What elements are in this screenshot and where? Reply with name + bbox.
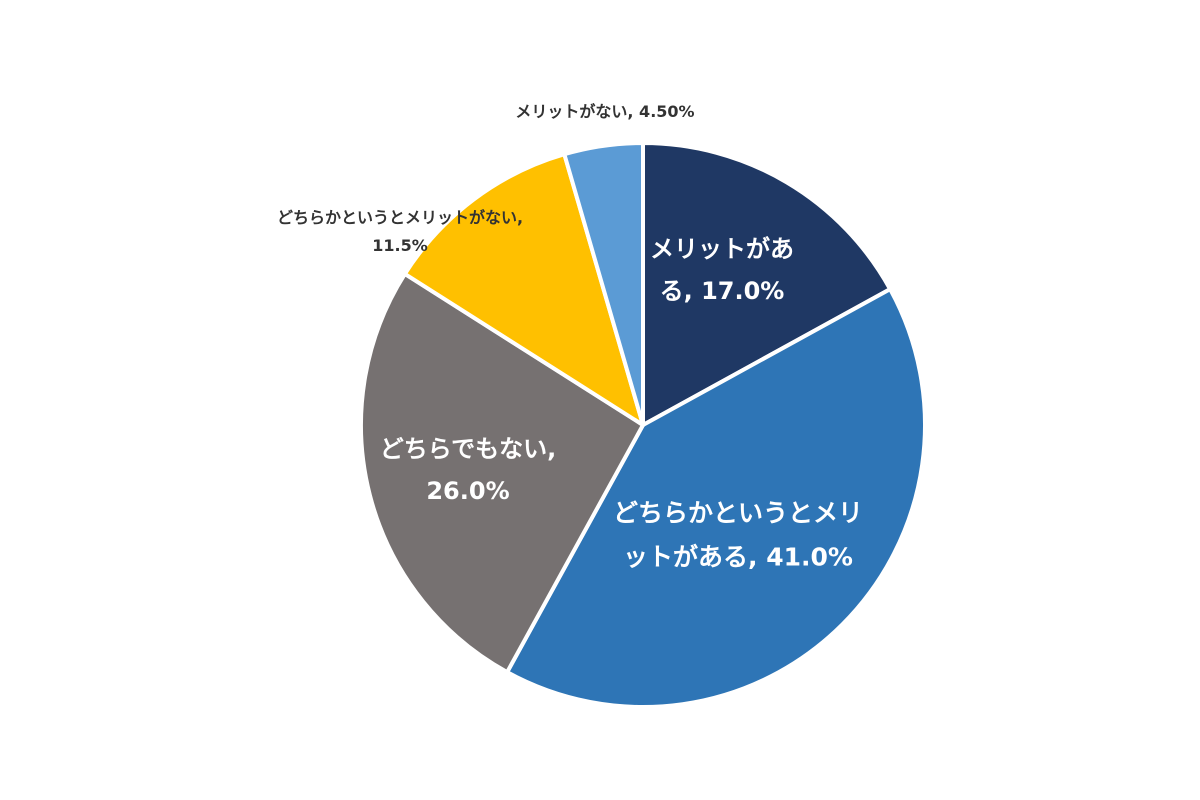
pie-slice <box>359 271 645 675</box>
pie-slice <box>641 141 893 427</box>
data-label: どちらでもない, 26.0% <box>379 435 557 505</box>
pie-slice <box>562 141 645 427</box>
pie-slice <box>505 287 927 709</box>
data-label: どちらかというとメリットがない, 11.5% <box>276 208 524 255</box>
data-label: メリットがない, 4.50% <box>515 102 695 121</box>
data-label: メリットがある, 17.0% <box>650 235 794 305</box>
data-label: どちらかというとメリットがある, 41.0% <box>613 498 864 571</box>
